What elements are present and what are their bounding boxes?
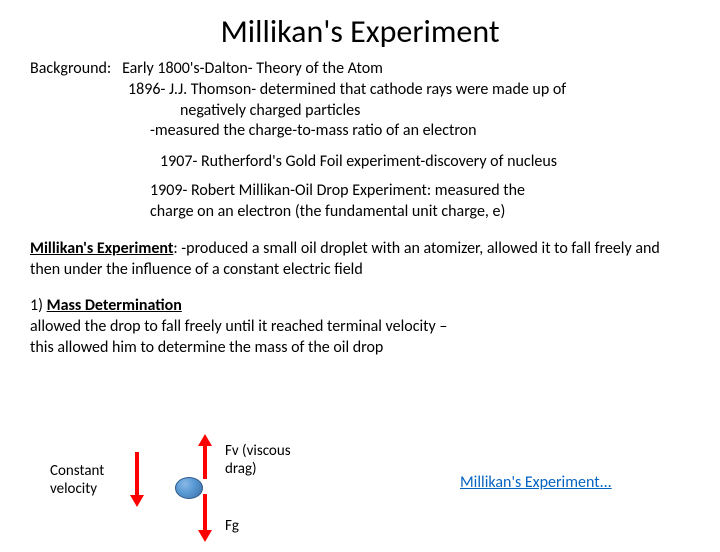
fv-label: Fv (viscous drag) <box>225 442 315 478</box>
background-dalton: Background: Early 1800's-Dalton- Theory … <box>30 59 690 80</box>
background-millikan-2: charge on an electron (the fundamental u… <box>150 202 690 223</box>
background-dalton-text <box>115 59 122 78</box>
fv-arrow-icon <box>198 434 212 479</box>
mass-det-label: Mass Determination <box>47 296 182 315</box>
page-title: Millikan's Experiment <box>0 12 720 51</box>
background-label: Background: <box>30 59 111 78</box>
millikan-experiment-link[interactable]: Millikan's Experiment... <box>460 473 612 492</box>
fg-arrow-icon <box>198 494 212 542</box>
background-millikan: 1909- Robert Millikan-Oil Drop Experimen… <box>30 181 690 223</box>
fg-label: Fg <box>225 517 239 535</box>
background-thomson-2: negatively charged particles <box>30 101 690 122</box>
content-area: Background: Early 1800's-Dalton- Theory … <box>0 59 720 359</box>
background-rutherford: 1907- Rutherford's Gold Foil experiment-… <box>30 152 690 171</box>
mass-det-number: 1) <box>30 296 47 315</box>
experiment-label: Millikan's Experiment <box>30 239 173 258</box>
mass-determination: 1) Mass Determination allowed the drop t… <box>30 296 460 358</box>
background-thomson-3: -measured the charge-to-mass ratio of an… <box>30 121 690 142</box>
oil-drop-diagram: Constant velocity Fv (viscous drag) Fg <box>30 432 460 542</box>
background-millikan-1: 1909- Robert Millikan-Oil Drop Experimen… <box>150 181 690 202</box>
constant-velocity-label: Constant velocity <box>50 462 130 498</box>
mass-det-text: allowed the drop to fall freely until it… <box>30 317 447 357</box>
background-thomson-1: 1896- J.J. Thomson- determined that cath… <box>30 80 690 101</box>
experiment-description: Millikan's Experiment: -produced a small… <box>30 239 690 281</box>
velocity-arrow-icon <box>130 452 144 507</box>
